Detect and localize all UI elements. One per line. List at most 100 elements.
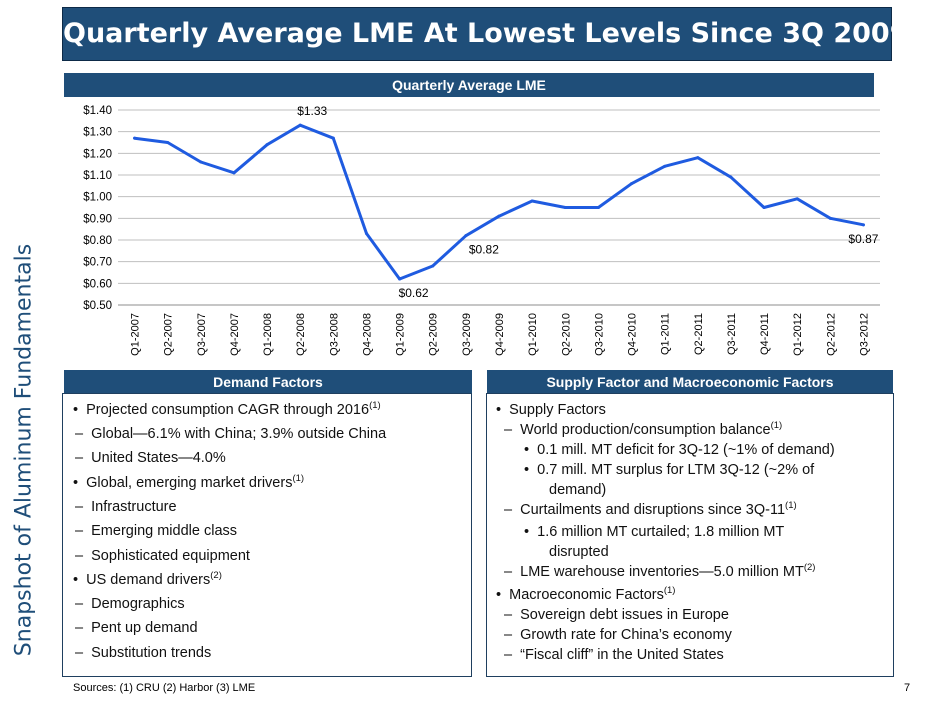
bullet: • bbox=[73, 402, 79, 418]
bullet: • bbox=[73, 475, 79, 491]
data-label: $0.87 bbox=[848, 232, 878, 246]
supply-line-0: • Supply Factors bbox=[496, 402, 606, 418]
supply-line-9: • Macroeconomic Factors(1) bbox=[496, 585, 676, 603]
dash: – bbox=[75, 523, 84, 539]
bullet: • bbox=[496, 587, 502, 603]
y-tick-label: $0.50 bbox=[83, 300, 112, 312]
y-tick-label: $0.90 bbox=[83, 213, 112, 225]
data-point bbox=[530, 199, 534, 203]
data-point bbox=[762, 206, 766, 209]
bullet: • bbox=[496, 402, 502, 418]
demand-line-7: • US demand drivers(2) bbox=[73, 570, 222, 588]
x-tick-label: Q1-2011 bbox=[660, 313, 672, 355]
y-tick-label: $0.60 bbox=[83, 278, 112, 290]
x-tick-label: Q3-2012 bbox=[858, 313, 870, 356]
dash: – bbox=[504, 627, 513, 643]
supply-line-12: – “Fiscal cliff” in the United States bbox=[504, 647, 724, 663]
data-point bbox=[199, 160, 203, 164]
demand-line-10: – Substitution trends bbox=[75, 645, 212, 661]
supply-line-6: • 1.6 million MT curtailed; 1.8 million … bbox=[524, 524, 785, 540]
dash: – bbox=[75, 596, 84, 612]
side-label-text: Snapshot of Aluminum Fundamentals bbox=[11, 243, 37, 657]
data-point bbox=[596, 206, 600, 209]
data-label: $0.62 bbox=[399, 286, 429, 300]
dash: – bbox=[504, 502, 513, 518]
supply-line-3: • 0.7 mill. MT surplus for LTM 3Q-12 (~2… bbox=[524, 462, 815, 478]
x-tick-label: Q2-2008 bbox=[295, 313, 307, 356]
x-tick-label: Q3-2007 bbox=[196, 313, 208, 356]
bullet: • bbox=[524, 524, 530, 540]
dash: – bbox=[504, 422, 513, 438]
x-tick-label: Q1-2008 bbox=[262, 313, 274, 356]
demand-line-1: – Global—6.1% with China; 3.9% outside C… bbox=[75, 426, 387, 442]
x-tick-label: Q2-2010 bbox=[560, 313, 572, 356]
supply-line-1: – World production/consumption balance(1… bbox=[504, 420, 783, 438]
title-bar: Quarterly Average LME At Lowest Levels S… bbox=[62, 7, 909, 61]
dash: – bbox=[504, 647, 513, 663]
y-tick-label: $1.00 bbox=[83, 192, 112, 204]
dash: – bbox=[75, 645, 84, 661]
x-tick-label: Q4-2008 bbox=[361, 313, 373, 356]
bullet: • bbox=[524, 462, 530, 478]
dash: – bbox=[75, 499, 84, 515]
x-tick-label: Q1-2012 bbox=[792, 313, 804, 356]
supply-header: Supply Factor and Macroeconomic Factors bbox=[487, 370, 893, 394]
demand-header: Demand Factors bbox=[64, 370, 472, 394]
bullet: • bbox=[73, 572, 79, 588]
data-point bbox=[133, 136, 137, 140]
demand-line-2: – United States—4.0% bbox=[75, 450, 226, 466]
data-point bbox=[497, 214, 501, 218]
y-tick-label: $1.10 bbox=[83, 170, 112, 182]
x-tick-label: Q3-2010 bbox=[593, 313, 605, 356]
bullet: • bbox=[524, 442, 530, 458]
demand-line-9: – Pent up demand bbox=[75, 620, 198, 636]
x-tick-label: Q3-2008 bbox=[328, 313, 340, 356]
x-tick-label: Q2-2011 bbox=[693, 313, 705, 355]
demand-panel: • Projected consumption CAGR through 201… bbox=[62, 393, 472, 677]
supply-line-8: – LME warehouse inventories—5.0 million … bbox=[504, 562, 816, 580]
x-tick-label: Q1-2007 bbox=[130, 313, 142, 356]
dash: – bbox=[75, 450, 84, 466]
dash: – bbox=[75, 426, 84, 442]
data-point bbox=[364, 232, 368, 235]
sources-footnote: Sources: (1) CRU (2) Harbor (3) LME bbox=[73, 682, 256, 694]
data-point bbox=[398, 277, 402, 281]
demand-line-6: – Sophisticated equipment bbox=[75, 548, 250, 564]
slide-title: Quarterly Average LME At Lowest Levels S… bbox=[63, 18, 909, 49]
x-tick-label: Q3-2011 bbox=[726, 313, 738, 355]
x-tick-label: Q4-2009 bbox=[494, 313, 506, 356]
x-tick-label: Q1-2010 bbox=[527, 313, 539, 356]
series-line bbox=[133, 123, 865, 281]
supply-line-7: disrupted bbox=[549, 544, 609, 560]
dash: – bbox=[75, 548, 84, 564]
supply-line-11: – Growth rate for China’s economy bbox=[504, 627, 732, 643]
demand-line-8: – Demographics bbox=[75, 596, 185, 612]
x-tick-label: Q4-2010 bbox=[627, 313, 639, 356]
data-point bbox=[331, 136, 335, 140]
data-label: $0.82 bbox=[469, 243, 499, 257]
data-point bbox=[464, 234, 468, 238]
data-point bbox=[795, 197, 799, 201]
data-point bbox=[861, 223, 865, 227]
data-point bbox=[166, 141, 170, 144]
data-point bbox=[431, 264, 435, 268]
demand-line-4: – Infrastructure bbox=[75, 499, 177, 515]
data-point bbox=[298, 123, 302, 127]
demand-line-3: • Global, emerging market drivers(1) bbox=[73, 473, 305, 491]
supply-line-10: – Sovereign debt issues in Europe bbox=[504, 607, 729, 623]
dash: – bbox=[504, 607, 513, 623]
data-point bbox=[696, 156, 700, 160]
x-tick-label: Q3-2009 bbox=[461, 313, 473, 356]
demand-line-5: – Emerging middle class bbox=[75, 523, 238, 539]
dash: – bbox=[75, 620, 84, 636]
data-point bbox=[663, 164, 667, 168]
data-point bbox=[265, 143, 269, 147]
y-tick-label: $0.80 bbox=[83, 235, 112, 247]
data-point bbox=[729, 175, 733, 179]
y-tick-label: $1.20 bbox=[83, 148, 112, 160]
x-tick-label: Q2-2009 bbox=[428, 313, 440, 356]
chart-header: Quarterly Average LME bbox=[64, 73, 874, 97]
data-label: $1.33 bbox=[297, 104, 327, 118]
page-number: 7 bbox=[904, 682, 911, 694]
demand-line-0: • Projected consumption CAGR through 201… bbox=[73, 400, 381, 418]
